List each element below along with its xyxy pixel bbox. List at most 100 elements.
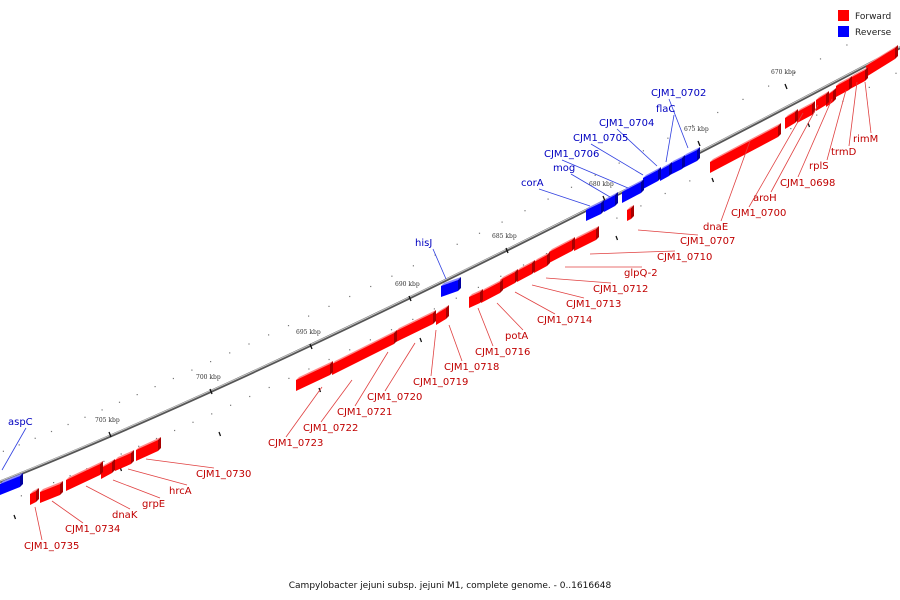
leader-line: [514, 291, 556, 315]
minor-tick-dot: [288, 377, 290, 379]
gene-label: CJM1_0714: [537, 315, 592, 326]
gene-label: CJM1_0707: [680, 236, 735, 247]
gene-block-forward: [574, 226, 599, 251]
minor-tick-dot: [640, 205, 642, 207]
minor-tick-dot: [349, 349, 351, 351]
gene-label: CJM1_0710: [657, 252, 712, 263]
gene-blocks: [0, 45, 898, 505]
legend: Forward Reverse: [838, 10, 892, 38]
leader-line: [826, 89, 847, 161]
scale-tick-label: 700 kbp: [196, 374, 221, 381]
leader-line: [561, 159, 629, 189]
lower-tick-mark: [13, 514, 17, 520]
label-leader-lines: [1, 81, 872, 541]
gene-block-forward: [797, 101, 815, 123]
gene-block-forward: [101, 459, 115, 479]
gene-block-forward: [469, 289, 483, 308]
gene-label: CJM1_0705: [573, 133, 628, 144]
minor-tick-dot: [118, 401, 121, 403]
gene-label: hisJ: [415, 238, 432, 249]
minor-tick-dot: [390, 329, 393, 331]
scale-tick-label: 705 kbp: [95, 417, 120, 424]
major-tick-mark: [697, 140, 701, 147]
gene-block-forward: [481, 279, 503, 303]
minor-tick-dot: [742, 98, 744, 100]
minor-tick-dot: [501, 221, 503, 223]
gene-block-reverse: [604, 192, 618, 212]
minor-tick-dot: [192, 421, 194, 423]
gene-block-reverse: [441, 277, 461, 297]
backbone-highlight: [0, 46, 900, 482]
leader-line: [589, 250, 676, 255]
leader-line: [477, 307, 494, 347]
leader-line: [637, 229, 699, 236]
gene-label: CJM1_0716: [475, 347, 530, 358]
minor-tick-dot: [768, 85, 770, 87]
minor-tick-dot: [717, 111, 719, 114]
gene-label: CJM1_0706: [544, 149, 599, 160]
minor-tick-dot: [136, 394, 138, 396]
gene-block-reverse: [586, 200, 604, 221]
gene-label: glpQ-2: [624, 268, 658, 279]
leader-line: [448, 324, 463, 362]
major-tick-mark: [505, 247, 509, 254]
leader-line: [51, 500, 84, 524]
lower-tick-mark: [419, 337, 423, 343]
gene-block-forward: [534, 252, 550, 273]
minor-tick-dot: [229, 352, 231, 354]
gene-block-forward: [517, 260, 535, 282]
gene-block-reverse: [670, 155, 685, 175]
gene-label: CJM1_0722: [303, 423, 358, 434]
legend-reverse-swatch: [838, 26, 849, 37]
gene-label: CJM1_0720: [367, 392, 422, 403]
backbone-line: [0, 45, 900, 484]
gene-block-forward: [66, 461, 103, 491]
scale-ticks: 670 kbp 675 kbp 680 kbp 685 kbp 690 kbp 695 k…: [13, 69, 811, 520]
leader-line: [720, 140, 751, 222]
leader-line: [668, 98, 689, 149]
minor-tick-dot: [522, 264, 525, 266]
minor-tick-dot: [18, 444, 20, 446]
gene-label: potA: [505, 331, 528, 342]
minor-tick-dot: [349, 295, 351, 298]
minor-tick-dot: [793, 72, 795, 74]
minor-tick-dot: [819, 58, 822, 60]
leader-line: [85, 485, 131, 510]
scale-tick-label: 680 kbp: [589, 181, 614, 188]
gene-block-forward: [136, 437, 161, 461]
gene-block-forward: [115, 450, 134, 471]
minor-tick-dot: [174, 429, 176, 432]
minor-tick-dot: [478, 232, 481, 234]
gene-label: aspC: [8, 417, 33, 428]
gene-label: CJM1_0721: [337, 407, 392, 418]
gene-label: CJM1_0735: [24, 541, 79, 552]
gene-block-reverse: [683, 147, 700, 168]
leader-line: [770, 104, 819, 193]
lower-tick-mark: [615, 235, 619, 241]
lower-tick-mark: [711, 177, 715, 183]
gene-block-reverse: [0, 473, 23, 495]
minor-tick-dot: [138, 445, 140, 447]
minor-tick-dot: [308, 368, 310, 370]
major-tick-mark: [309, 343, 313, 350]
leader-line: [354, 351, 389, 407]
leader-line: [384, 342, 416, 392]
leader-line: [432, 248, 447, 280]
gene-label: hrcA: [169, 486, 192, 497]
leader-line: [127, 468, 188, 486]
gene-block-forward: [436, 305, 449, 325]
minor-tick-dot: [816, 114, 818, 116]
minor-tick-dot: [391, 275, 393, 277]
gene-block-forward: [785, 109, 798, 129]
minor-tick-dot: [689, 180, 691, 182]
minor-tick-dot: [868, 86, 870, 88]
gene-block-reverse: [660, 162, 672, 181]
gene-label: dnaE: [703, 222, 728, 233]
leader-line: [145, 458, 215, 469]
leader-line: [545, 277, 612, 284]
scale-tick-label: 695 kbp: [296, 329, 321, 336]
scale-tick-label: 670 kbp: [771, 69, 796, 76]
legend-forward-label: Forward: [855, 12, 891, 22]
gene-block-reverse: [622, 179, 644, 203]
leader-line: [496, 302, 524, 331]
